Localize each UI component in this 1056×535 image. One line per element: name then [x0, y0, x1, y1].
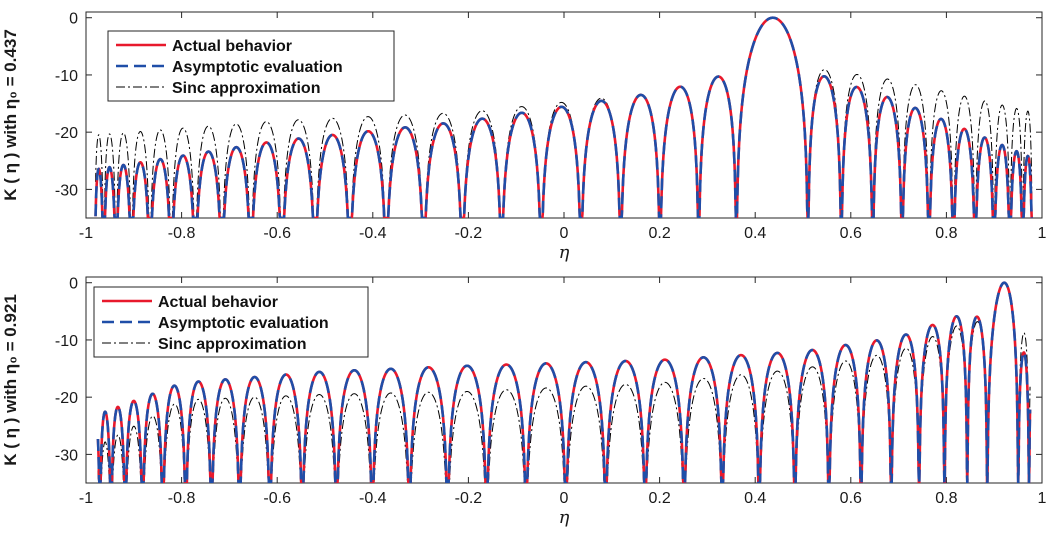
x-tick-label: 0.4 [744, 225, 766, 242]
legend: Actual behavior Asymptotic evaluation Sinc… [107, 30, 395, 102]
x-tick-label: 0.4 [744, 490, 766, 507]
y-axis-label: K ( η ) with η₀ = 0.921 [1, 294, 20, 466]
x-tick-label: -1 [79, 225, 93, 242]
y-tick-label: -30 [55, 182, 78, 199]
y-tick-label: -10 [55, 333, 78, 350]
x-tick-label: 1 [1038, 225, 1047, 242]
legend-label: Actual behavior [172, 38, 292, 55]
series-line-dash [96, 281, 1032, 483]
x-tick-label: 1 [1038, 490, 1047, 507]
legend-label: Asymptotic evaluation [172, 59, 343, 76]
y-tick-label: 0 [69, 11, 78, 28]
x-tick-label: 0.8 [935, 225, 957, 242]
x-tick-label: 0 [560, 225, 569, 242]
y-tick-label: -10 [55, 68, 78, 85]
y-tick-label: -20 [55, 125, 78, 142]
x-tick-label: -0.8 [168, 490, 196, 507]
x-tick-label: 0.2 [648, 225, 670, 242]
chart-panel-2: -1 -0.8 -0.6 -0.4 -0.2 0 0.2 0.4 0.6 0.8 1 0 -10 -20 -… [1, 276, 1047, 528]
x-tick-label: 0.6 [840, 225, 862, 242]
x-axis-label: η [559, 242, 570, 263]
x-tick-label: -0.2 [455, 225, 483, 242]
x-tick-label: -0.6 [263, 490, 291, 507]
series-line-dashdot [95, 17, 1033, 218]
legend: Actual behavior Asymptotic evaluation Sinc… [93, 286, 369, 358]
x-tick-label: -0.4 [359, 225, 387, 242]
y-tick-label: -20 [55, 390, 78, 407]
x-tick-label: -0.6 [263, 225, 291, 242]
x-tick-label: 0.2 [648, 490, 670, 507]
legend-label: Actual behavior [158, 294, 278, 311]
x-tick-label: -0.2 [455, 490, 483, 507]
x-tick-label: -0.4 [359, 490, 387, 507]
legend-label: Asymptotic evaluation [158, 315, 329, 332]
y-axis-label: K ( η ) with η₀ = 0.437 [1, 29, 20, 201]
chart-panel-1: -1 -0.8 -0.6 -0.4 -0.2 0 0.2 0.4 0.6 0.8 1 0 -10 -20 -… [1, 11, 1047, 263]
x-tick-label: -1 [79, 490, 93, 507]
x-tick-label: 0.6 [840, 490, 862, 507]
x-tick-label: 0 [560, 490, 569, 507]
legend-label: Sinc approximation [172, 80, 320, 97]
series-line-dash [94, 16, 1034, 218]
x-tick-label: -0.8 [168, 225, 196, 242]
y-tick-label: -30 [55, 447, 78, 464]
y-tick-label: 0 [69, 276, 78, 293]
legend-label: Sinc approximation [158, 336, 306, 353]
x-axis-label: η [559, 507, 570, 528]
x-tick-label: 0.8 [935, 490, 957, 507]
